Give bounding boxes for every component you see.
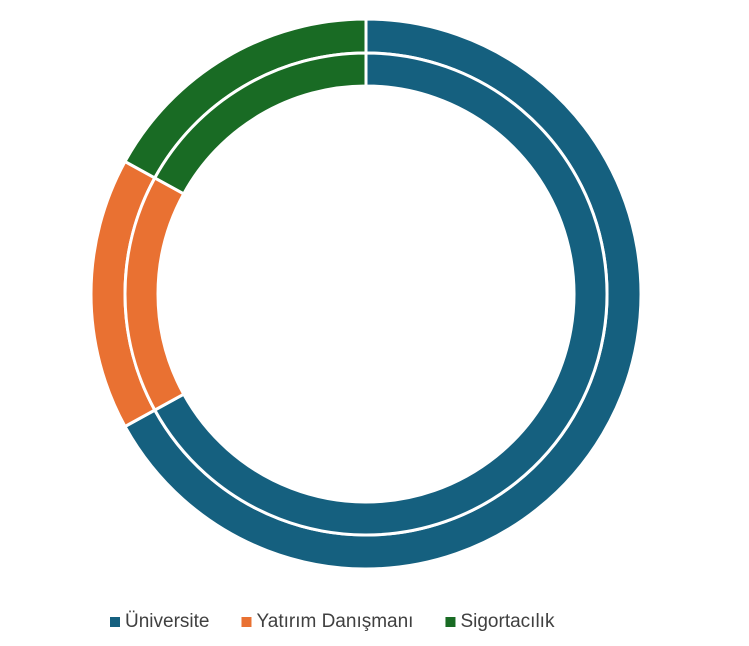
legend-marker — [445, 617, 456, 627]
legend-marker — [241, 617, 252, 627]
legend-marker — [110, 617, 120, 627]
legend-label: Yatırım Danışmanı — [256, 611, 413, 632]
legend-label: Üniversite — [125, 611, 209, 632]
legend-label: Sigortacılık — [460, 611, 554, 632]
doughnut-segment — [152, 51, 368, 196]
doughnut-segment — [152, 51, 609, 537]
